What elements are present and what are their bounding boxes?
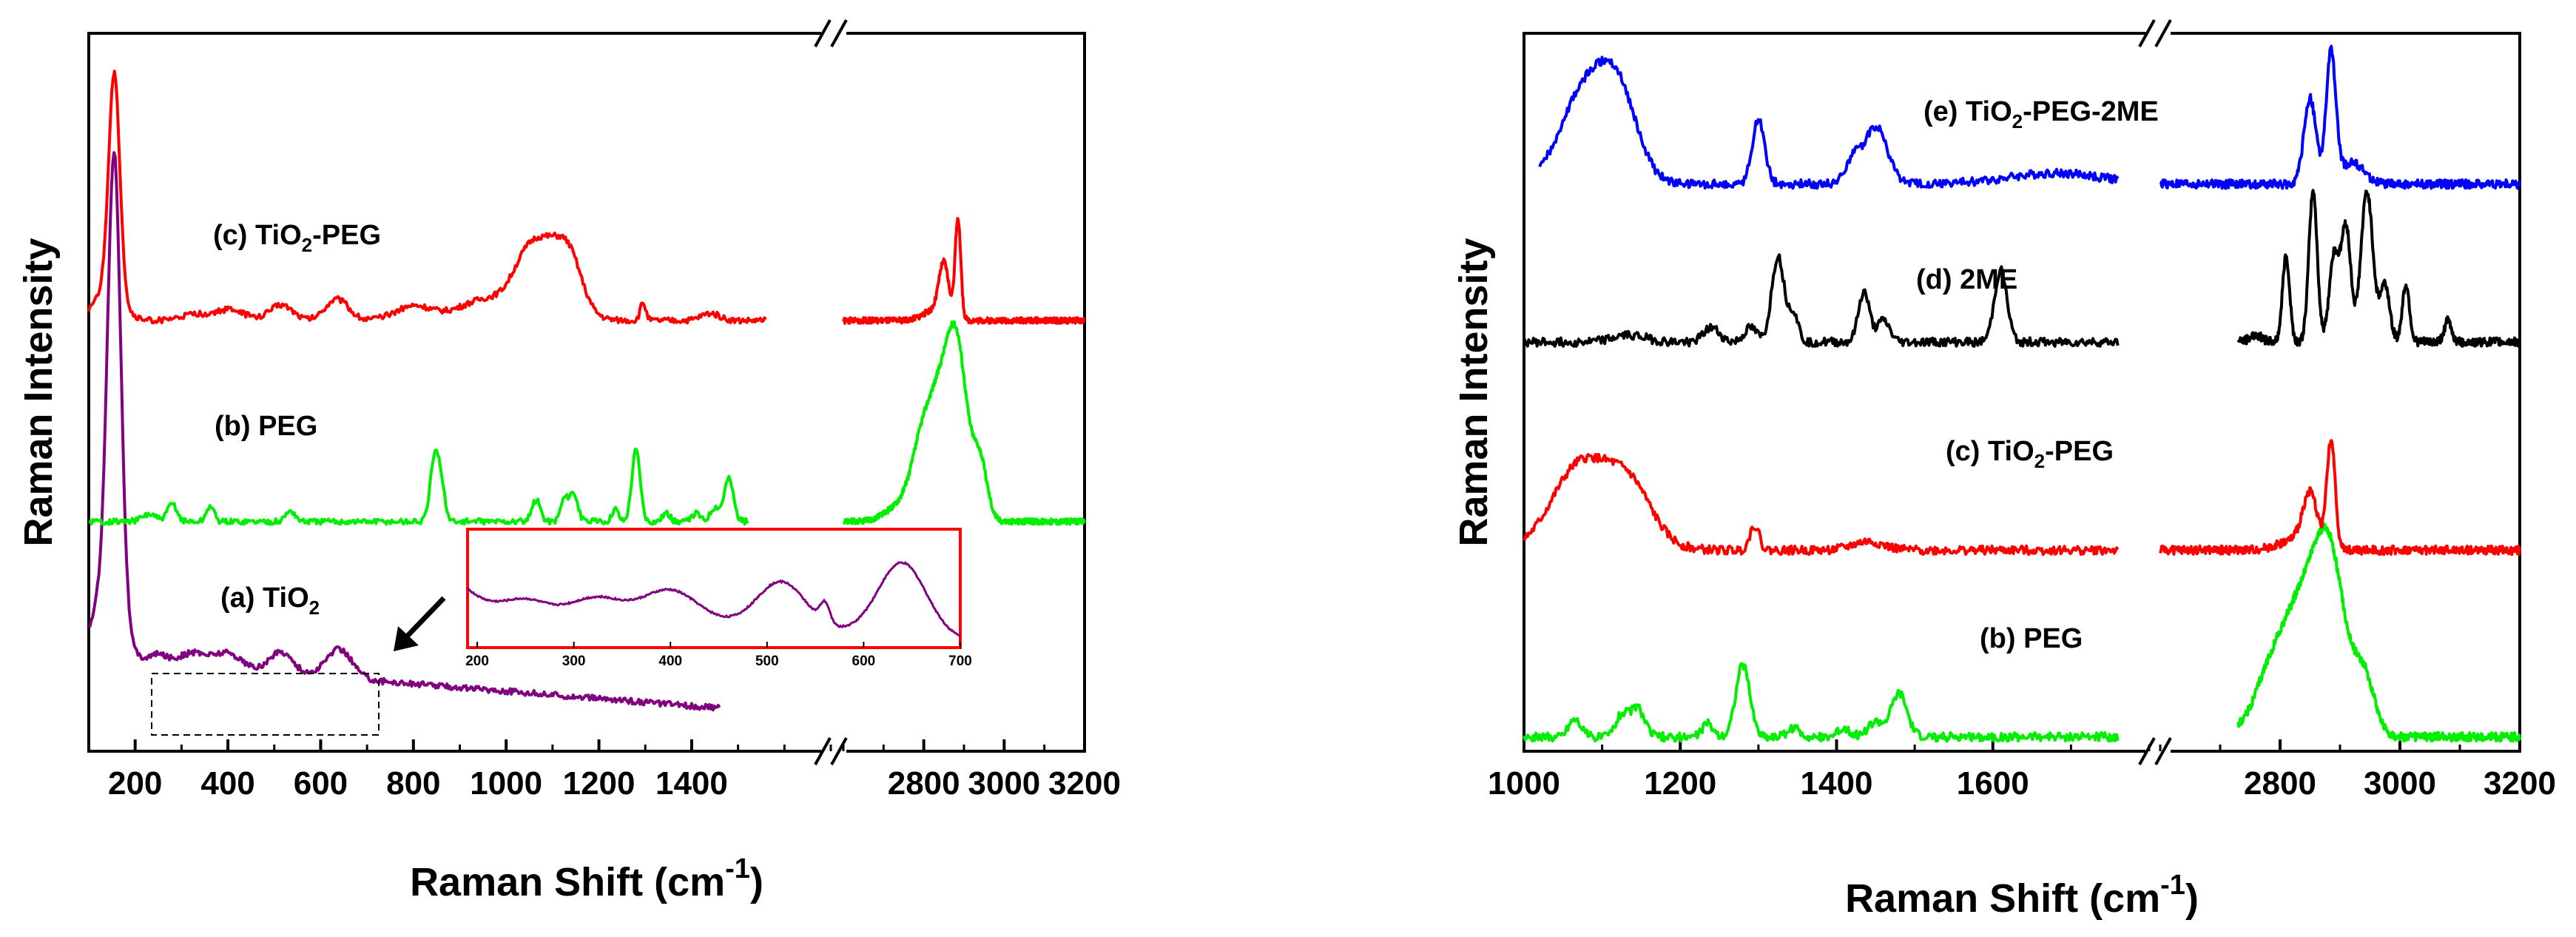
right-x-ticks: 1000 1200 1400 1600 2800 3000 3200: [1488, 739, 2556, 802]
left-plot-frame: [87, 32, 1086, 753]
x-tick-label: 3200: [1048, 765, 1121, 802]
curve-label-c: (c) TiO2-PEG: [1946, 436, 2114, 472]
right-x-axis-title: Raman Shift (cm-1): [1845, 870, 2199, 921]
right-plot-frame: [1523, 32, 2521, 753]
curve-label-b: (b) PEG: [1980, 623, 2083, 654]
arrow-icon: [394, 596, 446, 651]
inset-x-ticks: 200 300 400 500 600 700: [465, 642, 972, 669]
right-curve-labels: (b) PEG (c) TiO2-PEG (d) 2ME (e) TiO2-PEG-2…: [1916, 96, 2159, 654]
right-axis-break-top: [2138, 19, 2172, 47]
series-line-e-seg1: [1538, 56, 2120, 190]
series-line-c-seg2: [842, 217, 1086, 325]
series-line-c-seg1: [87, 70, 767, 325]
series-line-b-seg2: [2236, 523, 2521, 743]
curve-label-a: (a) TiO2: [220, 582, 320, 619]
left-axis-break-bottom: [814, 737, 848, 765]
inset-x-tick-label: 300: [562, 654, 586, 669]
x-tick-label: 3200: [2484, 765, 2556, 802]
curve-label-e: (e) TiO2-PEG-2ME: [1923, 96, 2159, 132]
series-line-a-seg1: [87, 151, 721, 712]
inset-chart: 200 300 400 500 600 700: [465, 528, 972, 669]
left-curves: [87, 70, 1086, 712]
left-curve-labels: (a) TiO2 (b) PEG (c) TiO2-PEG: [213, 220, 381, 619]
x-tick-label: 200: [108, 765, 162, 802]
inset-curve: [467, 560, 962, 638]
inset-x-tick-label: 200: [465, 654, 489, 669]
inset-frame: [466, 528, 962, 649]
curve-label-d: (d) 2ME: [1916, 264, 2017, 295]
x-tick-label: 400: [200, 765, 254, 802]
x-tick-label: 3000: [968, 765, 1040, 802]
series-line-c-seg2: [2159, 439, 2521, 557]
x-tick-label: 2800: [2244, 765, 2316, 802]
left-x-ticks: 200 400 600 800 1000 1200 1400 2800 3000 3200: [87, 739, 1121, 802]
series-line-d-seg1: [1523, 253, 2120, 348]
x-tick-label: 1400: [655, 765, 728, 802]
x-tick-label: 600: [294, 765, 348, 802]
series-line-b-seg2: [842, 320, 1086, 526]
curve-label-c: (c) TiO2-PEG: [213, 220, 381, 256]
x-tick-label: 2800: [888, 765, 960, 802]
x-tick-label: 1400: [1801, 765, 1873, 802]
series-line-d-seg2: [2236, 189, 2521, 348]
left-chart: 200 400 600 800 1000 1200 1400 2800 3000 3200 200…: [16, 19, 1121, 904]
inset-x-tick-label: 700: [948, 654, 972, 669]
x-tick-label: 1000: [1488, 765, 1560, 802]
inset-source-region: [151, 673, 380, 736]
right-curves: [1523, 44, 2521, 743]
left-x-axis-title: Raman Shift (cm-1): [410, 853, 763, 904]
x-tick-label: 1200: [1644, 765, 1716, 802]
series-line-b-seg1: [1523, 662, 2120, 743]
inset-x-tick-label: 600: [852, 654, 876, 669]
right-y-axis-title: Raman Intensity: [1451, 238, 1496, 546]
x-tick-label: 1200: [563, 765, 635, 802]
x-tick-label: 3000: [2364, 765, 2436, 802]
inset-x-tick-label: 500: [755, 654, 779, 669]
x-tick-label: 1000: [470, 765, 542, 802]
series-line-c-seg1: [1523, 453, 2120, 557]
left-axis-break-top: [814, 19, 848, 47]
x-tick-label: 1600: [1957, 765, 2029, 802]
series-line-b-seg1: [88, 447, 749, 526]
inset-x-tick-label: 400: [658, 654, 682, 669]
x-tick-label: 800: [386, 765, 440, 802]
right-chart: 1000 1200 1400 1600 2800 3000 3200 (b) PEG (c) …: [1451, 19, 2556, 921]
series-line-e-seg2: [2159, 44, 2521, 190]
left-y-axis-title: Raman Intensity: [16, 238, 61, 546]
curve-label-b: (b) PEG: [215, 411, 317, 442]
